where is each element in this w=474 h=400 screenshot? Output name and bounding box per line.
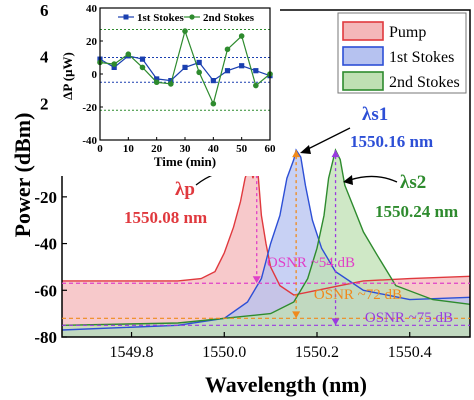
legend-label: Pump [389, 24, 426, 41]
inset-legend-marker [189, 14, 195, 20]
inset-point-square [111, 64, 117, 70]
inset-x-tick-label: 20 [151, 143, 163, 155]
area-fill-2 [62, 150, 470, 337]
inset-x-tick-label: 0 [97, 143, 103, 155]
main-y-axis-label: Power (dBm) [10, 113, 35, 238]
lambda-s1-label: λs1 [362, 104, 388, 125]
inset-point-square [210, 78, 216, 84]
legend-label: 1st Stokes [389, 49, 454, 66]
y-tick-label: -60 [34, 281, 57, 300]
x-tick-label: 1549.8 [110, 344, 154, 361]
legend-label: 2nd Stokes [389, 74, 460, 91]
inset-x-tick-label: 30 [180, 143, 192, 155]
main-x-axis-label: Wavelength (nm) [205, 372, 367, 397]
inset-x-tick-label: 10 [123, 143, 135, 155]
inset-point-circle [125, 51, 132, 57]
inset-point-square [253, 68, 259, 74]
osnr-arrow-down [292, 311, 301, 319]
osnr-arrow-down [252, 276, 261, 284]
inset-point-circle [196, 69, 202, 76]
inset-y-tick-label: 0 [92, 69, 98, 81]
legend-swatch [342, 21, 384, 41]
inset-y-tick-label: 40 [86, 3, 98, 15]
inset-legend-label: 1st Stokes [137, 12, 184, 24]
lambda-s2-value: 1550.24 nm [375, 202, 458, 221]
inset-point-square [196, 59, 202, 66]
inset-x-tick-label: 50 [236, 143, 248, 155]
inset-x-tick-label: 60 [265, 143, 277, 155]
lambda-p-label: λp [175, 179, 195, 200]
inset-point-circle [168, 81, 174, 87]
inset-x-tick-label: 40 [208, 143, 220, 155]
inset-point-square [139, 56, 146, 62]
inset-point-circle [238, 33, 245, 39]
inset-legend-label: 2nd Stokes [203, 12, 255, 24]
y-tick-label: -80 [34, 328, 57, 347]
inset-plot: -40 -20 0 20 40 0 10 20 30 40 50 60 1st Stokes 2nd St… [48, 3, 280, 176]
osnr-arrow-up [331, 150, 340, 158]
y-tick-label: -20 [34, 188, 57, 207]
x-tick-label: 1550.2 [295, 344, 339, 361]
inset-point-square [168, 78, 174, 84]
inset-point-square [239, 63, 245, 69]
inset-point-circle [210, 100, 217, 107]
osnr-label: OSNR ~54 dB [267, 255, 355, 271]
y-tick-label: -40 [34, 235, 57, 254]
osnr-arrow-down [331, 318, 340, 326]
inset-point-square [182, 64, 188, 70]
inset-point-square [154, 76, 160, 82]
inset-point-circle [224, 46, 231, 53]
inset-y-tick-label: -40 [82, 135, 97, 147]
lambda-p-value: 1550.08 nm [124, 208, 207, 227]
inset-background [48, 4, 280, 176]
inset-x-axis-label: Time (min) [154, 154, 216, 169]
inset-y-axis-label: ΔP (μW) [60, 52, 75, 100]
legend-swatch [342, 46, 384, 66]
legend-swatch [342, 71, 384, 91]
inset-point-circle [139, 64, 146, 71]
inset-point-circle [153, 79, 160, 86]
lambda-s2-arrow [349, 175, 398, 183]
osnr-label: OSNR ~72 dB [314, 287, 402, 303]
x-tick-label: 1550.0 [202, 344, 246, 361]
lambda-s1-arrowhead [300, 145, 311, 154]
inset-legend-marker [123, 14, 129, 20]
lambda-s1-value: 1550.16 nm [350, 132, 433, 151]
lambda-s2-label: λs2 [400, 172, 426, 193]
osnr-arrow-up [292, 150, 301, 158]
x-tick-label: 1550.4 [388, 344, 432, 361]
inset-y-tick-label: 20 [86, 36, 98, 48]
inset-point-circle [182, 28, 188, 34]
lambda-s1-arrow [305, 127, 351, 151]
inset-y-tick-label: -20 [82, 102, 97, 114]
lambda-s2-arrowhead [343, 175, 353, 185]
inset-point-square [224, 68, 231, 74]
osnr-label: OSNR ~75 dB [365, 310, 453, 326]
inset-point-circle [111, 61, 117, 67]
inset-point-circle [253, 82, 259, 89]
series-line-2 [61, 148, 471, 326]
